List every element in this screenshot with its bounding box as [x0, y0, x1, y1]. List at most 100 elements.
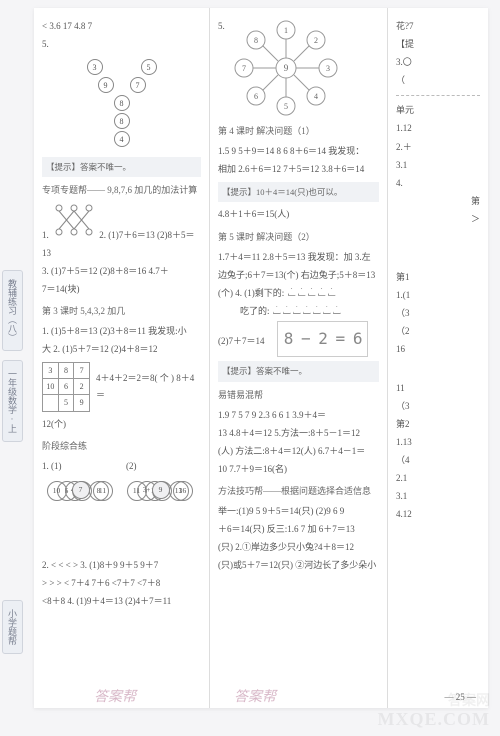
text-line: 13 4.8＋4＝12 5.方法一:8＋5－1＝12 [218, 425, 379, 442]
svg-text:6: 6 [254, 92, 258, 101]
text-line: 1. 2. (1)7＋6＝13 (2)8＋5＝13 [42, 202, 201, 261]
text-line: 11 [396, 380, 480, 397]
section-title: 阶段综合练 [42, 438, 201, 455]
section-title: 第 4 课时 解决问题（1） [218, 123, 379, 140]
y-node: 4 [114, 131, 130, 147]
text-line: 1. (1) (2) [42, 458, 201, 475]
text-line: 3. (1)7＋5＝12 (2)8＋8＝16 4.7＋ [42, 263, 201, 280]
text-line: 4.8＋1＋6＝15(人) [218, 206, 379, 223]
star-diagram: 9 1 2 3 4 5 6 7 8 [231, 18, 341, 118]
column-1: < 3.6 17 4.8 7 5. 3 5 9 7 8 8 4 【提示】答案不唯… [34, 8, 210, 708]
text-line: 花?7 [396, 18, 480, 35]
triangle-icon [273, 306, 281, 314]
y-node: 7 [130, 77, 146, 93]
y-node: 3 [87, 59, 103, 75]
flower-2: 10 16 13 3+ 11 10 9 [127, 481, 197, 551]
seven-seg-display: 8 − 2 = 6 [277, 321, 369, 357]
hint-box: 【提示】答案不唯一。 [42, 157, 201, 177]
y-node: 8 [114, 95, 130, 111]
svg-text:8: 8 [254, 36, 258, 45]
text-line: (人) 方法二:8＋4＝12(人) 6.7＋4－1＝ [218, 443, 379, 460]
triangle-line: (个) 4. (1)剩下的: [218, 285, 379, 302]
text-line: 边兔子;6＋7＝13(个) 右边兔子;5＋8＝13 [218, 267, 379, 284]
cross-match-icon [51, 202, 97, 238]
side-tab-1: 教辅练习（八） [2, 270, 23, 351]
text-line: 单元 [396, 102, 480, 119]
text-line: ＋6＝14(只) 反三:1.6 7 加 6＋7＝13 [218, 521, 379, 538]
text-line: 1.7＋4＝11 2.8＋5＝13 我发现：加 3.左 [218, 249, 379, 266]
text-line: （2 [396, 323, 480, 340]
text-line: 第 [396, 193, 480, 210]
text-line: 3.〇 [396, 54, 480, 71]
text-line: 12(个) [42, 416, 201, 433]
flower-1: 14 11 8 5 10 4+ 7 [47, 481, 117, 551]
svg-text:4: 4 [314, 92, 318, 101]
svg-text:3: 3 [326, 64, 330, 73]
faint-signature: 答案帮 [94, 686, 136, 706]
svg-text:5: 5 [284, 102, 288, 111]
section-title: 第 5 课时 解决问题（2） [218, 229, 379, 246]
text-line: 4.12 [396, 506, 480, 523]
column-3: 花?7 【提 3.〇 （ 单元 1.12 2.＋ 3.1 4. 第 ＞ 第1 1… [388, 8, 488, 708]
column-2: 5. 9 1 2 3 4 5 6 [210, 8, 388, 708]
y-node: 9 [98, 77, 114, 93]
text-line: 4. [396, 175, 480, 192]
watermark-url: MXQE.COM [378, 709, 490, 730]
text-line: 1.5 9 5＋9＝14 8 6 8＋6＝14 我发现： [218, 143, 379, 160]
text-line: 1. (1)5＋8＝13 (2)3＋8＝11 我发现:小 [42, 323, 201, 340]
text-line: 2. < < < > 3. (1)8＋9 9＋5 9＋7 [42, 557, 201, 574]
text-line: < 3.6 17 4.8 7 [42, 18, 201, 35]
text-line: 4＋4＋2＝2＝8( 个 ) 8＋4＝ [96, 370, 201, 404]
section-title: 第 3 课时 5,4,3,2 加几 [42, 303, 201, 320]
mini-table: 387 1062 59 [42, 362, 90, 412]
text-line: 2.＋ [396, 139, 480, 156]
section-title: 易错易混帮 [218, 387, 379, 404]
table-row-line: 387 1062 59 4＋4＋2＝2＝8( 个 ) 8＋4＝ [42, 359, 201, 415]
triangle-line: 吃了的: [218, 303, 379, 320]
y-diagram: 3 5 9 7 8 8 4 [42, 59, 201, 147]
hint-box: 【提示】10＋4＝14(只)也可以。 [218, 182, 379, 202]
flower-diagrams: 14 11 8 5 10 4+ 7 10 16 13 3+ 11 10 9 [42, 481, 201, 551]
section-title: 方法技巧帮——根据问题选择合适信息 [218, 483, 379, 500]
text-line: 3.1 [396, 157, 480, 174]
text-line: （ [396, 72, 480, 89]
text-line: (只)或5＋7＝12(只) ②河边长了多少朵小 [218, 557, 379, 574]
text-line: 举一:(1)9 5 9＋5＝14(只) (2)9 6 9 [218, 503, 379, 520]
text-line: 大 2. (1)5＋7＝12 (2)4＋8＝12 [42, 341, 201, 358]
text-line: 10 7.7＋9＝16(名) [218, 461, 379, 478]
svg-text:2: 2 [314, 36, 318, 45]
text-line: 7＝14(块) [42, 281, 201, 298]
svg-text:7: 7 [242, 64, 246, 73]
y-node: 8 [114, 113, 130, 129]
text-line: 3.1 [396, 488, 480, 505]
item-number: 5. [218, 18, 225, 35]
y-diagram-label: 5. [42, 36, 201, 53]
text-line: (只) 2.①岸边多少只小兔?4＋8＝12 [218, 539, 379, 556]
svg-text:1: 1 [284, 26, 288, 35]
hint-box: 【提示】答案不唯一。 [218, 361, 379, 381]
text-line: 2.1 [396, 470, 480, 487]
faint-signature: 答案帮 [234, 686, 276, 706]
text-line: 第2 [396, 416, 480, 433]
triangle-icon [288, 288, 296, 296]
watermark-text: 答案网 [448, 690, 490, 710]
text-line: <8＋8 4. (1)9＋4＝13 (2)4＋7＝11 [42, 593, 201, 610]
text-line: （3 [396, 305, 480, 322]
svg-text:9: 9 [284, 63, 289, 73]
text-line: （3 [396, 398, 480, 415]
text-line: 16 [396, 341, 480, 358]
text-line: 1.9 7 5 7 9 2.3 6 6 1 3.9＋4＝ [218, 407, 379, 424]
seg-display-line: (2)7＋7＝14 8 − 2 = 6 [218, 321, 379, 357]
text-line: 【提 [396, 36, 480, 53]
text-line: （4 [396, 452, 480, 469]
y-node: 5 [141, 59, 157, 75]
text-line: 第1 [396, 269, 480, 286]
side-tab-3: 小学题帮 [2, 600, 23, 654]
text-line: ＞ [396, 211, 480, 228]
text-line: > > > < 7＋4 7＋6 <7＋7 <7＋8 [42, 575, 201, 592]
text-line: 相加 2.6＋6＝12 7＋5＝12 3.8＋6＝14 [218, 161, 379, 178]
page-container: < 3.6 17 4.8 7 5. 3 5 9 7 8 8 4 【提示】答案不唯… [34, 8, 488, 708]
side-tab-2: 一年级数学·上 [2, 360, 23, 442]
section-title: 专项专题帮—— 9,8,7,6 加几的加法计算 [42, 182, 201, 199]
text-line: 1.12 [396, 120, 480, 137]
